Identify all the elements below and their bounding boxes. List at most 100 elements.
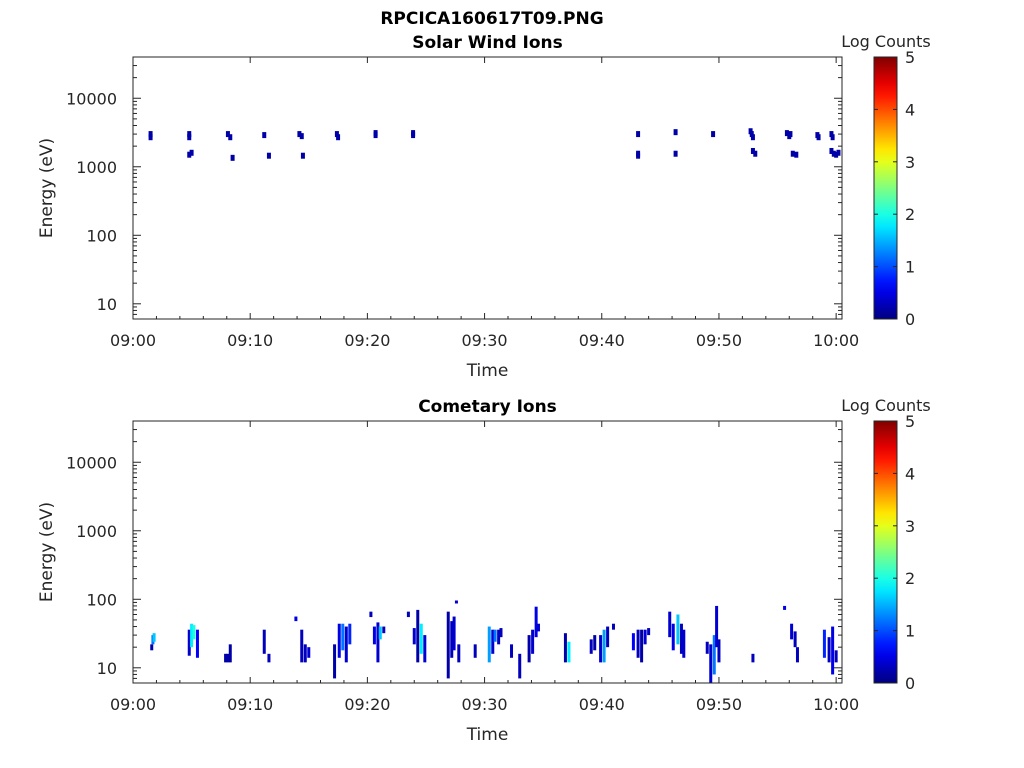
data-column — [262, 629, 266, 654]
data-cell — [148, 134, 153, 141]
figure-title: RPCICA160617T09.PNG — [380, 9, 603, 29]
data-column — [682, 629, 686, 658]
data-column — [341, 623, 345, 651]
data-column — [348, 623, 352, 645]
data-column — [228, 644, 232, 663]
data-column — [224, 653, 228, 663]
data-cell — [187, 151, 192, 158]
colorbar-tick-label: 1 — [905, 258, 915, 277]
data-cell — [230, 154, 235, 161]
colorbar-label: Log Counts — [841, 32, 931, 51]
data-column — [337, 623, 341, 658]
y-tick-label: 1000 — [76, 158, 117, 177]
data-cell — [830, 134, 835, 141]
data-column — [676, 614, 680, 645]
y-axis-label: Energy (eV) — [37, 502, 57, 602]
data-column — [834, 650, 838, 663]
data-column — [527, 635, 531, 663]
data-column — [717, 639, 721, 663]
data-column — [606, 626, 610, 648]
data-column — [795, 647, 799, 663]
x-tick-label: 09:30 — [462, 331, 508, 350]
data-cell — [788, 131, 793, 138]
colorbar — [873, 420, 898, 684]
data-cell — [148, 131, 153, 138]
y-tick-label: 100 — [86, 590, 117, 609]
data-cell — [334, 131, 339, 138]
data-cell — [794, 151, 799, 158]
x-tick-label: 09:10 — [227, 331, 273, 350]
data-cell — [831, 150, 836, 157]
data-cell — [297, 131, 302, 138]
data-cell — [749, 131, 754, 138]
data-column — [643, 629, 647, 645]
data-cell — [829, 147, 834, 154]
x-axis-label: Time — [466, 725, 509, 745]
data-column — [300, 629, 304, 663]
y-tick-label: 10000 — [66, 89, 117, 108]
data-column — [640, 629, 644, 663]
data-column — [790, 623, 794, 640]
data-cell — [750, 134, 755, 141]
data-cell — [262, 132, 267, 139]
data-column — [450, 621, 454, 658]
data-column — [831, 626, 835, 675]
data-cell — [636, 131, 641, 138]
data-column — [294, 616, 298, 622]
colorbar-tick-label: 0 — [905, 674, 915, 693]
data-cell — [336, 134, 341, 141]
x-tick-label: 09:50 — [696, 331, 742, 350]
data-cell — [829, 131, 834, 138]
data-column — [491, 629, 495, 654]
colorbar-tick-label: 2 — [905, 569, 915, 588]
colorbar-tick-label: 2 — [905, 205, 915, 224]
x-axis-label: Time — [466, 361, 509, 381]
data-column — [631, 633, 635, 651]
data-column — [369, 611, 373, 618]
data-column — [452, 616, 456, 651]
data-column — [602, 629, 606, 663]
data-column — [671, 623, 675, 651]
data-column — [599, 635, 603, 663]
data-column — [715, 605, 719, 648]
data-column — [611, 623, 615, 630]
data-column — [150, 644, 154, 651]
data-column — [372, 626, 376, 645]
data-column — [563, 633, 567, 663]
data-cell — [673, 150, 678, 157]
data-column — [412, 628, 416, 645]
data-cell — [834, 151, 839, 158]
data-column — [497, 629, 501, 645]
data-column — [510, 644, 514, 658]
data-column — [783, 605, 787, 610]
data-column — [712, 635, 716, 675]
data-column — [793, 631, 797, 648]
data-column — [423, 635, 427, 663]
data-cell — [673, 129, 678, 136]
data-column — [531, 629, 535, 654]
data-cell — [816, 134, 821, 141]
data-cell — [266, 152, 271, 159]
data-column — [195, 629, 199, 658]
colorbar-tick-label: 4 — [905, 464, 915, 483]
axes-frame — [132, 56, 843, 320]
data-column — [454, 600, 458, 604]
y-tick-label: 10 — [97, 295, 117, 314]
data-cell — [750, 147, 755, 154]
data-cell — [753, 150, 758, 157]
data-cell — [299, 133, 304, 140]
colorbar-tick-label: 3 — [905, 517, 915, 536]
x-tick-label: 10:00 — [813, 331, 859, 350]
x-tick-label: 09:00 — [110, 331, 156, 350]
data-column — [446, 611, 450, 679]
data-column — [333, 644, 337, 679]
data-cell — [187, 134, 192, 141]
data-column — [406, 611, 410, 618]
data-cell — [636, 152, 641, 159]
data-column — [152, 633, 156, 642]
colorbar-label: Log Counts — [841, 396, 931, 415]
solar-wind-panel: Solar Wind Ions 09:00 09:10 09:20 09:30 09:40… — [37, 32, 931, 381]
data-column — [378, 626, 382, 640]
data-column — [267, 653, 271, 663]
data-column — [382, 626, 386, 634]
